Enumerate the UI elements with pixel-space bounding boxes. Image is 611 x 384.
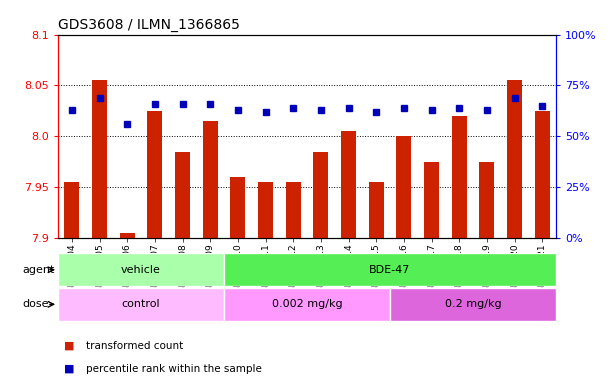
Text: percentile rank within the sample: percentile rank within the sample	[86, 364, 262, 374]
Bar	[230, 177, 246, 238]
Text: BDE-47: BDE-47	[369, 265, 411, 275]
Bar	[258, 182, 273, 238]
Text: 0.2 mg/kg: 0.2 mg/kg	[445, 299, 502, 310]
Bar	[203, 121, 218, 238]
Bar	[479, 162, 494, 238]
Bar	[175, 152, 190, 238]
Bar	[341, 131, 356, 238]
Bar	[390, 288, 556, 321]
Bar	[368, 182, 384, 238]
Text: GDS3608 / ILMN_1366865: GDS3608 / ILMN_1366865	[58, 18, 240, 32]
Bar	[397, 136, 411, 238]
Text: agent: agent	[22, 265, 54, 275]
Bar	[58, 253, 224, 286]
Bar	[452, 116, 467, 238]
Text: dose: dose	[22, 299, 49, 310]
Bar	[313, 152, 329, 238]
Bar	[64, 182, 79, 238]
Bar	[424, 162, 439, 238]
Text: transformed count: transformed count	[86, 341, 183, 351]
Text: vehicle: vehicle	[121, 265, 161, 275]
Bar	[147, 111, 163, 238]
Text: ■: ■	[64, 364, 75, 374]
Bar	[58, 288, 224, 321]
Bar	[224, 253, 556, 286]
Bar	[92, 80, 107, 238]
Bar	[224, 288, 390, 321]
Text: 0.002 mg/kg: 0.002 mg/kg	[272, 299, 342, 310]
Bar	[507, 80, 522, 238]
Bar	[120, 233, 135, 238]
Text: ■: ■	[64, 341, 75, 351]
Bar	[285, 182, 301, 238]
Text: control: control	[122, 299, 160, 310]
Bar	[535, 111, 550, 238]
